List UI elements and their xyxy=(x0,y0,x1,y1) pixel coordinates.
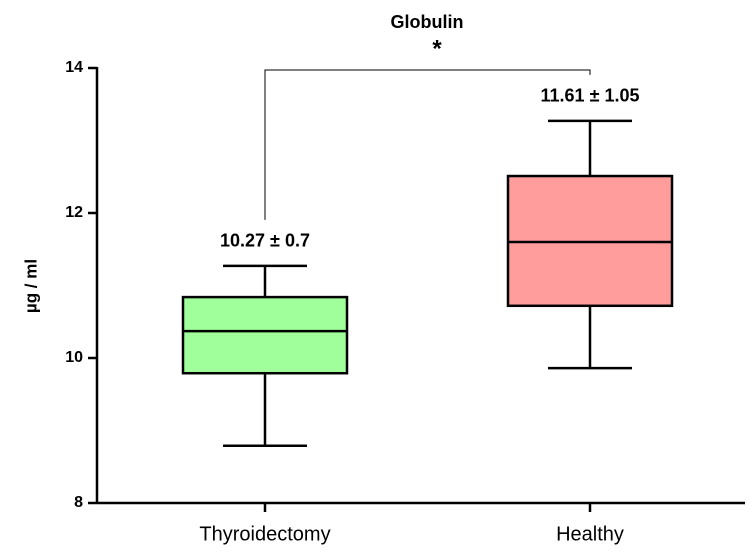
y-tick-label: 8 xyxy=(74,494,83,511)
box-label: 11.61 ± 1.05 xyxy=(541,86,640,106)
y-tick-label: 14 xyxy=(65,59,83,76)
x-tick-label: Healthy xyxy=(556,523,624,545)
significance-marker: * xyxy=(432,35,442,62)
significance-bracket xyxy=(264,69,591,220)
y-tick-label: 12 xyxy=(65,204,83,221)
box xyxy=(181,295,349,375)
box-label: 10.27 ± 0.7 xyxy=(220,231,310,251)
x-tick-label: Thyroidectomy xyxy=(199,523,330,545)
chart-title: Globulin xyxy=(391,12,464,32)
y-axis-label: µg / ml xyxy=(21,259,40,313)
y-tick-label: 10 xyxy=(65,349,83,366)
